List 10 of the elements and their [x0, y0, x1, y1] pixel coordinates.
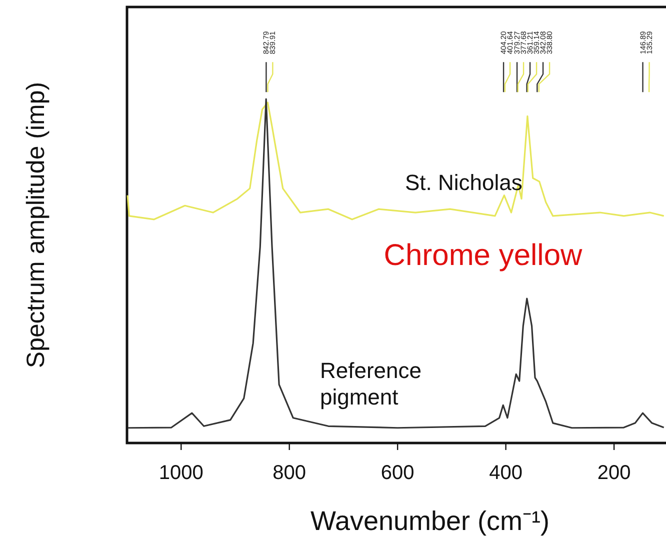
x-tick-label: 200: [597, 462, 631, 484]
y-axis-title: Spectrum amplitude (imp): [22, 82, 50, 368]
x-tick-label: 1000: [158, 462, 204, 484]
x-tick-label: 600: [380, 462, 414, 484]
series-label: St. Nicholas: [405, 170, 522, 195]
x-axis-title: Wavenumber (cm⁻¹): [310, 506, 550, 536]
series-label: Reference pigment: [320, 358, 422, 410]
annotation: Chrome yellow: [384, 239, 583, 272]
x-tick-label: 800: [272, 462, 306, 484]
x-tick-label: 400: [489, 462, 523, 484]
